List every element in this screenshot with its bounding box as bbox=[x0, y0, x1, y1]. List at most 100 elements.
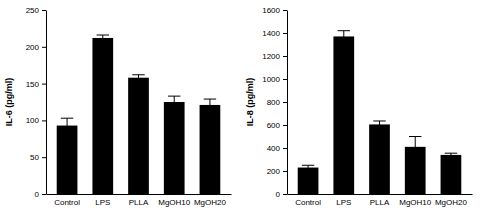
tick-label: LPS bbox=[336, 198, 351, 207]
tick: 50 bbox=[30, 153, 46, 162]
tick-label: 200 bbox=[26, 43, 40, 52]
error-bar bbox=[338, 31, 350, 43]
tick-label: 100 bbox=[26, 116, 40, 125]
axis-line bbox=[46, 11, 47, 195]
tick: MgOH10 bbox=[399, 198, 432, 207]
tick-mark bbox=[42, 10, 46, 11]
tick-mark bbox=[42, 194, 46, 195]
error-cap bbox=[168, 107, 180, 108]
tick-mark bbox=[283, 33, 287, 34]
tick: LPS bbox=[336, 198, 351, 207]
x-axis: Control LPS PLLA MgOH10MgOH20 bbox=[288, 195, 473, 207]
tick: MgOH10 bbox=[158, 198, 191, 207]
plot-area bbox=[57, 35, 221, 194]
tick: MgOH20 bbox=[435, 198, 468, 207]
bar bbox=[333, 36, 354, 194]
error-stem bbox=[174, 96, 175, 108]
plot-area bbox=[298, 31, 462, 194]
tick-label: 600 bbox=[267, 121, 281, 130]
figure: 050100150200250ControlLPSPLLAMgOH10MgOH2… bbox=[0, 0, 482, 216]
tick-mark bbox=[42, 120, 46, 121]
tick-label: PLLA bbox=[370, 198, 390, 207]
axis-title: IL-8 (pg/ml) bbox=[245, 78, 255, 127]
tick-mark bbox=[283, 194, 287, 195]
tick-label: MgOH10 bbox=[399, 198, 432, 207]
error-cap bbox=[409, 136, 421, 137]
tick-label: Control bbox=[295, 198, 321, 207]
bar bbox=[164, 102, 185, 194]
error-cap bbox=[204, 110, 216, 111]
tick-mark bbox=[283, 125, 287, 126]
tick-label: 250 bbox=[26, 6, 40, 15]
bar bbox=[200, 105, 221, 194]
error-stem bbox=[138, 75, 139, 81]
tick-mark bbox=[283, 56, 287, 57]
tick-label: 1600 bbox=[262, 6, 280, 15]
error-stem bbox=[67, 118, 68, 133]
tick: 0 bbox=[276, 190, 287, 199]
tick: PLLA bbox=[129, 198, 149, 207]
error-bar bbox=[204, 99, 216, 111]
tick: 1600 bbox=[262, 6, 287, 15]
tick: LPS bbox=[95, 198, 110, 207]
tick-label: 50 bbox=[30, 153, 39, 162]
error-stem bbox=[450, 153, 451, 156]
tick-label: MgOH20 bbox=[435, 198, 468, 207]
error-stem bbox=[343, 31, 344, 43]
error-bar bbox=[132, 75, 144, 81]
error-bar bbox=[97, 35, 109, 41]
tick: 1400 bbox=[262, 29, 287, 38]
tick: PLLA bbox=[370, 198, 390, 207]
tick: 150 bbox=[26, 80, 46, 89]
error-cap bbox=[204, 99, 216, 100]
tick-label: 0 bbox=[276, 190, 281, 199]
tick: 400 bbox=[267, 144, 287, 153]
error-cap bbox=[409, 157, 421, 158]
bar bbox=[369, 124, 390, 194]
tick: MgOH20 bbox=[194, 198, 227, 207]
error-cap bbox=[61, 132, 73, 133]
bar bbox=[57, 126, 78, 194]
tick-mark bbox=[42, 157, 46, 158]
chart-panel: 0 50 100 150 200 250 Control LPS PLLA MgOH10MgOH2… bbox=[4, 6, 232, 207]
error-cap bbox=[338, 42, 350, 43]
tick-label: 400 bbox=[267, 144, 281, 153]
error-bar bbox=[61, 118, 73, 133]
y-axis: 02004006008001000120014001600 bbox=[262, 6, 287, 199]
error-cap bbox=[302, 169, 314, 170]
error-cap bbox=[445, 153, 457, 154]
tick-label: 150 bbox=[26, 80, 40, 89]
tick: 1000 bbox=[262, 75, 287, 84]
x-axis: Control LPS PLLA MgOH10MgOH20 bbox=[47, 195, 232, 207]
error-bar bbox=[302, 165, 314, 170]
tick: 600 bbox=[267, 121, 287, 130]
error-stem bbox=[308, 165, 309, 170]
tick-label: Control bbox=[54, 198, 80, 207]
tick: 200 bbox=[26, 43, 46, 52]
tick-label: 0 bbox=[35, 190, 40, 199]
tick: 250 bbox=[26, 6, 46, 15]
tick-mark bbox=[283, 148, 287, 149]
error-cap bbox=[132, 74, 144, 75]
error-cap bbox=[97, 40, 109, 41]
axis-title: IL-6 (pg/ml) bbox=[4, 78, 14, 127]
tick: Control bbox=[295, 198, 321, 207]
error-stem bbox=[209, 99, 210, 111]
axis-line bbox=[47, 194, 232, 195]
tick: 1200 bbox=[262, 52, 287, 61]
tick-label: 1000 bbox=[262, 75, 280, 84]
error-cap bbox=[338, 30, 350, 31]
error-bar bbox=[373, 121, 385, 128]
error-cap bbox=[132, 80, 144, 81]
tick-mark bbox=[283, 102, 287, 103]
tick-mark bbox=[283, 79, 287, 80]
bar bbox=[128, 78, 149, 194]
error-cap bbox=[61, 118, 73, 119]
chart-panel: 02004006008001000120014001600ControlLPSP… bbox=[245, 6, 473, 207]
tick-label: 1200 bbox=[262, 52, 280, 61]
tick-label: 1400 bbox=[262, 29, 280, 38]
tick-mark bbox=[283, 10, 287, 11]
error-cap bbox=[445, 156, 457, 157]
error-cap bbox=[302, 165, 314, 166]
error-bar bbox=[168, 96, 180, 108]
